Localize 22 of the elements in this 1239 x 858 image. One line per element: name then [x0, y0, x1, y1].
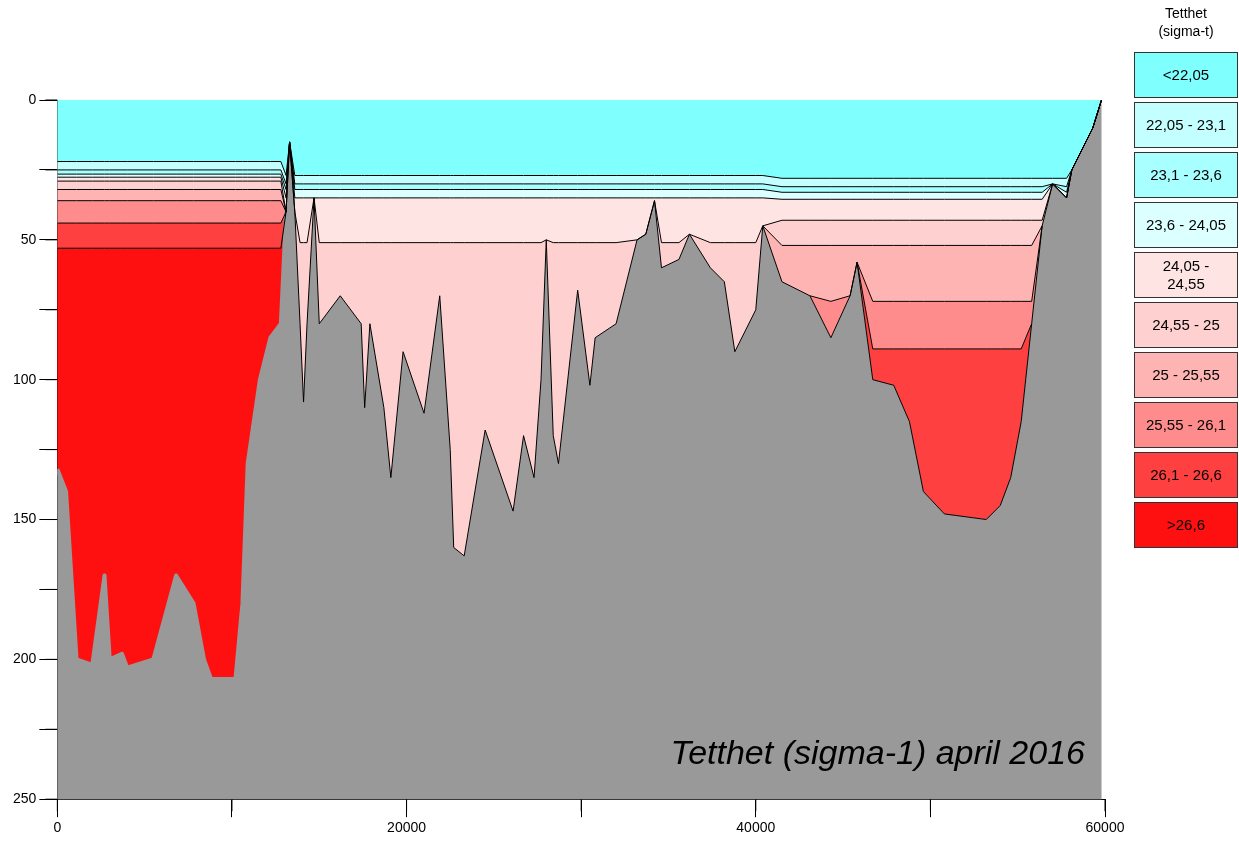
- y-tick-label: 200: [13, 650, 37, 667]
- x-tick-label: 0: [53, 819, 62, 836]
- y-tick-label: 250: [13, 790, 37, 807]
- y-tick-label: 100: [13, 370, 37, 387]
- y-tick-label: 50: [20, 230, 37, 247]
- text: <22,05: [1162, 66, 1210, 84]
- x-tick-label: 20000: [387, 819, 427, 836]
- text: 22,05 - 23,1: [1145, 116, 1227, 134]
- y-tick-label: 150: [13, 510, 37, 527]
- annotation: Tetthet (sigma-1) april 2016: [670, 733, 1086, 772]
- text: 24,05 - 24,55: [1161, 257, 1211, 293]
- legend-title: Tetthet (sigma-t): [1157, 4, 1215, 40]
- text: >26,6: [1167, 516, 1205, 534]
- text: 25 - 25,55: [1152, 366, 1220, 384]
- y-tick-label: 0: [28, 90, 37, 107]
- text: 26,1 - 26,6: [1150, 466, 1222, 484]
- x-tick-label: 60000: [1085, 819, 1125, 836]
- text: 23,1 - 23,6: [1150, 166, 1222, 184]
- x-tick-label: 40000: [736, 819, 776, 836]
- text: 25,55 - 26,1: [1145, 416, 1227, 434]
- text: 24,55 - 25: [1152, 316, 1220, 334]
- text: 23,6 - 24,05: [1145, 216, 1227, 234]
